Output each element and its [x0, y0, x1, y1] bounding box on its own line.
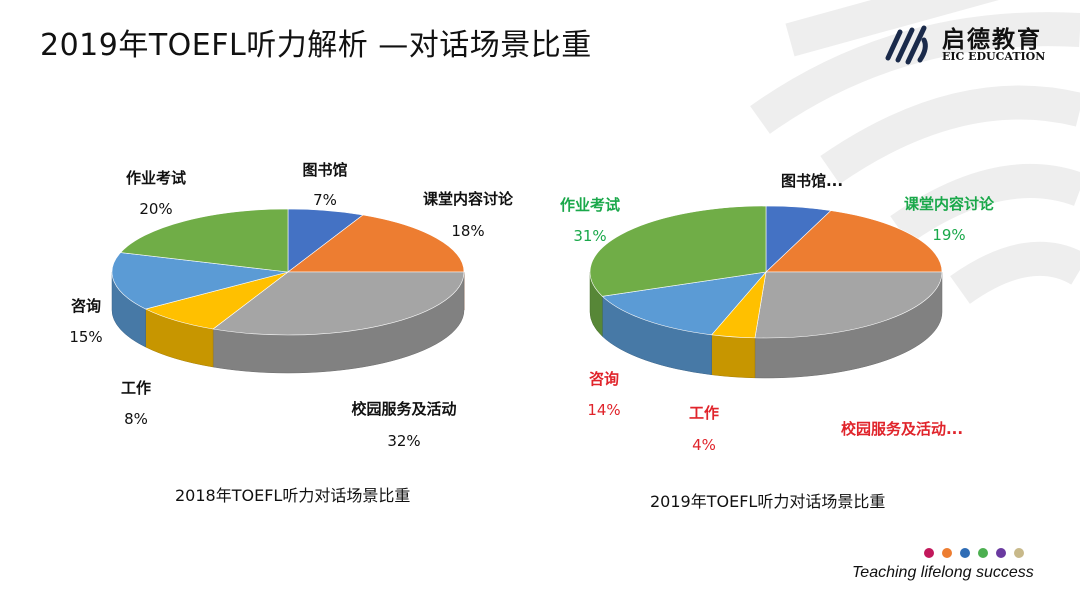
dot-1: [924, 548, 934, 558]
pie-slice-3: [144, 271, 289, 330]
slice-value-3: 8%: [124, 410, 148, 428]
chart-2019-caption: 2019年TOEFL听力对话场景比重: [650, 492, 886, 511]
slice-label-0: 图书馆: [302, 161, 347, 179]
slice-label-5: 作业考试: [126, 169, 186, 187]
slice-label-4: 咨询: [589, 370, 619, 388]
slice-label-2: 校园服务及活动: [351, 400, 456, 418]
slice-value-1: 19%: [932, 226, 965, 244]
tagline: Teaching lifelong success: [852, 564, 1034, 581]
slice-value-4: 15%: [69, 328, 102, 346]
slice-value-3: 4%: [692, 436, 716, 454]
dot-2: [942, 548, 952, 558]
color-dots: [924, 543, 1032, 562]
slice-value-0: 7%: [313, 191, 337, 209]
slice-label-2: 校园服务及活动...: [841, 420, 963, 438]
dot-4: [978, 548, 988, 558]
pie-slice-2: [754, 271, 943, 339]
slide-title: 2019年TOEFL听力解析 —对话场景比重: [40, 28, 592, 63]
brand-logo-block: 启德教育 EIC EDUCATION: [880, 18, 1050, 68]
pie-slice-5: [119, 208, 289, 273]
slice-label-3: 工作: [121, 379, 151, 397]
pie-slice-1: [765, 210, 943, 273]
pie-slice-4: [111, 252, 289, 310]
slice-value-5: 31%: [573, 227, 606, 245]
pie-chart-1: 图书馆... 课堂内容讨论 19% 校园服务及活动... 工作 4% 咨询 14% 作业考试 31…: [560, 172, 995, 454]
slice-label-1: 课堂内容讨论: [904, 195, 995, 213]
slice-value-2: 32%: [387, 432, 420, 450]
pie-slice-4: [601, 271, 767, 336]
dot-5: [996, 548, 1006, 558]
chart-2018-caption: 2018年TOEFL听力对话场景比重: [175, 486, 411, 505]
brand-subtitle: EIC EDUCATION: [942, 50, 1046, 63]
pie-slice-2: [212, 271, 465, 336]
slice-value-1: 18%: [451, 222, 484, 240]
pie-chart-0: 图书馆 7% 课堂内容讨论 18% 校园服务及活动 32% 工作 8% 咨询 15% 作业考试 20%: [69, 161, 514, 450]
eic-logo-icon: [885, 25, 928, 65]
slice-label-0: 图书馆...: [781, 172, 843, 190]
slice-value-4: 14%: [587, 401, 620, 419]
brand-name: 启德教育: [942, 27, 1042, 53]
pie-slice-1: [287, 214, 465, 273]
pie-side-3: [711, 334, 756, 379]
slice-value-5: 20%: [139, 200, 172, 218]
pie-slice-5: [589, 205, 767, 297]
slice-label-1: 课堂内容讨论: [423, 190, 514, 208]
dot-3: [960, 548, 970, 558]
slice-label-3: 工作: [689, 404, 719, 422]
slice-label-4: 咨询: [71, 297, 101, 315]
slice-label-5: 作业考试: [560, 196, 620, 214]
dot-6: [1014, 548, 1024, 558]
